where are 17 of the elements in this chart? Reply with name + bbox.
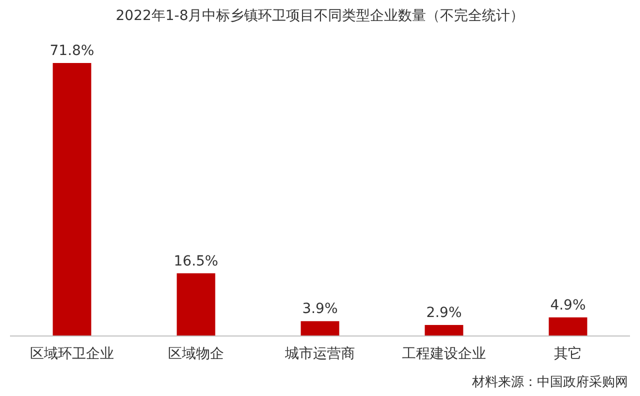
data-label: 71.8%: [50, 43, 94, 59]
bar: [300, 321, 340, 336]
x-tick-label: 工程建设企业: [402, 346, 486, 362]
x-tick-label: 区域环卫企业: [30, 346, 114, 362]
data-label: 16.5%: [174, 253, 218, 270]
text: 材料来源：中国政府采购网: [471, 374, 628, 390]
data-label: 2.9%: [426, 304, 462, 321]
chart-title: 2022年1-8月中标乡镇环卫项目不同类型企业数量（不完全统计）: [116, 8, 524, 24]
data-label: 4.9%: [550, 297, 586, 314]
bar: [52, 63, 92, 336]
x-tick-label: 其它: [554, 346, 582, 362]
bar: [176, 273, 216, 336]
x-tick-label: 区域物企: [168, 346, 224, 362]
data-label: 3.9%: [302, 301, 338, 318]
x-tick-label: 城市运营商: [284, 346, 355, 362]
bar: [424, 324, 464, 336]
bar: [548, 317, 588, 336]
